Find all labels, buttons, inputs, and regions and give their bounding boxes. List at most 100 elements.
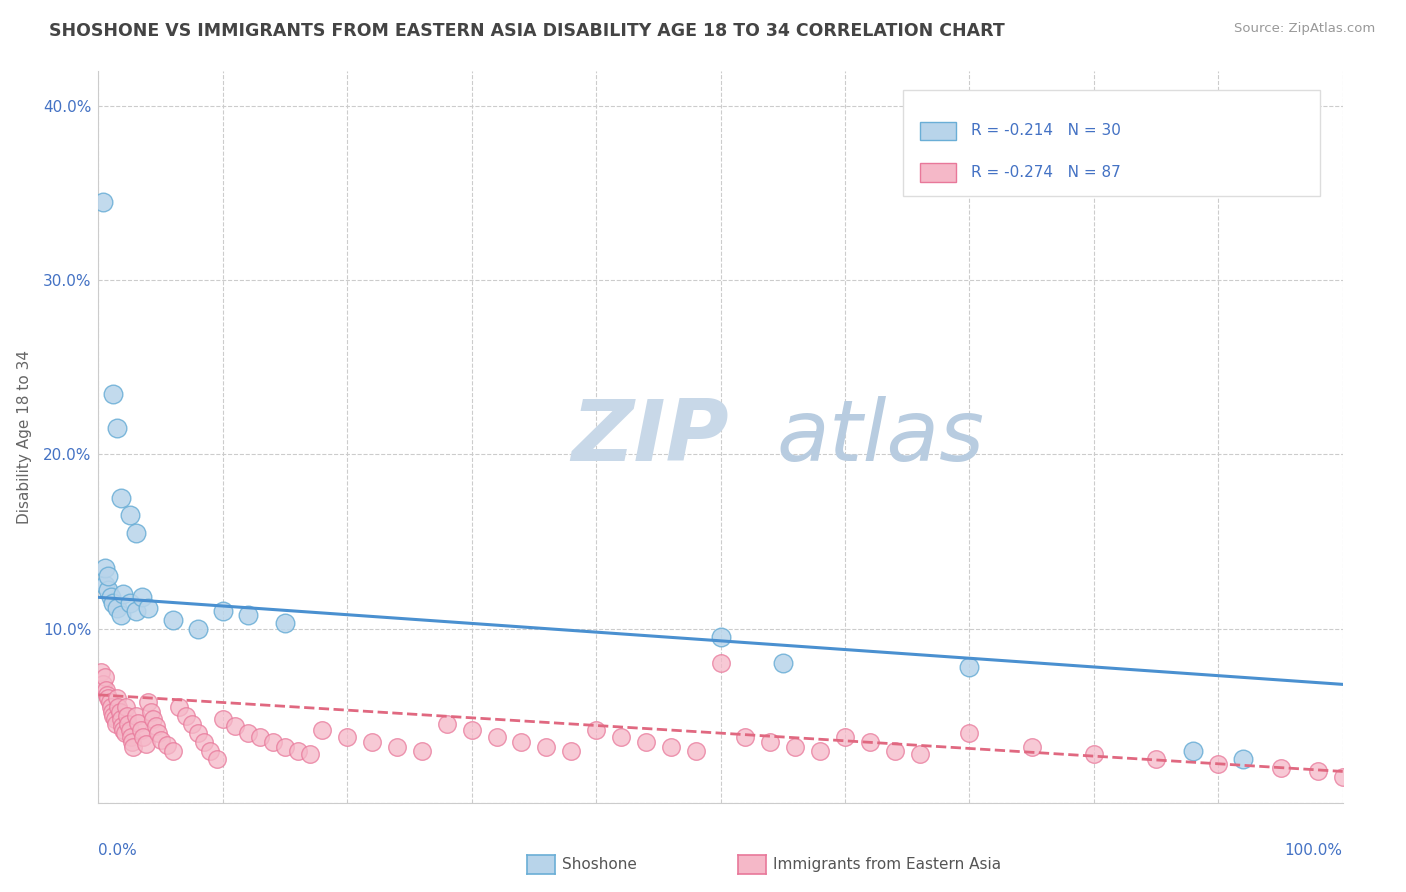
Point	[759, 735, 782, 749]
Point	[93, 578, 115, 592]
Point	[120, 730, 142, 744]
Point	[97, 583, 120, 598]
Point	[236, 607, 259, 622]
Point	[710, 657, 733, 671]
Text: 0.0%: 0.0%	[98, 843, 138, 858]
Point	[436, 717, 458, 731]
Point	[808, 743, 831, 757]
Point	[460, 723, 484, 737]
Point	[834, 730, 856, 744]
Point	[136, 600, 159, 615]
Point	[298, 747, 321, 761]
Text: Immigrants from Eastern Asia: Immigrants from Eastern Asia	[773, 857, 1001, 871]
Text: 100.0%: 100.0%	[1285, 843, 1343, 858]
Point	[193, 735, 215, 749]
Point	[114, 700, 136, 714]
Point	[146, 726, 169, 740]
Point	[114, 726, 136, 740]
Point	[111, 719, 134, 733]
Text: ZIP: ZIP	[571, 395, 728, 479]
Point	[101, 705, 124, 719]
Point	[112, 587, 135, 601]
Point	[859, 735, 882, 749]
Point	[536, 740, 558, 755]
Point	[93, 194, 115, 209]
Point	[734, 730, 756, 744]
Point	[274, 616, 297, 631]
Point	[685, 743, 707, 757]
Point	[118, 508, 141, 523]
Point	[560, 743, 582, 757]
Point	[110, 712, 132, 726]
Point	[110, 607, 132, 622]
Point	[103, 595, 125, 609]
Point	[131, 591, 153, 605]
Point	[129, 723, 152, 737]
Point	[174, 708, 197, 723]
Point	[336, 730, 359, 744]
Point	[262, 735, 284, 749]
Point	[659, 740, 682, 755]
Point	[118, 595, 141, 609]
Point	[162, 743, 184, 757]
Point	[1331, 770, 1354, 784]
Point	[1206, 757, 1229, 772]
Point	[187, 622, 209, 636]
Point	[125, 604, 148, 618]
Point	[97, 691, 120, 706]
Point	[180, 717, 202, 731]
Point	[908, 747, 931, 761]
Point	[187, 726, 209, 740]
Point	[883, 743, 905, 757]
Point	[249, 730, 271, 744]
Point	[139, 705, 162, 719]
Point	[959, 726, 981, 740]
Point	[1021, 740, 1043, 755]
Point	[115, 708, 138, 723]
Y-axis label: Disability Age 18 to 34: Disability Age 18 to 34	[17, 350, 32, 524]
Point	[634, 735, 657, 749]
Point	[510, 735, 533, 749]
Text: R = -0.274   N = 87: R = -0.274 N = 87	[972, 165, 1121, 180]
Text: R = -0.214   N = 30: R = -0.214 N = 30	[972, 123, 1121, 138]
Point	[485, 730, 508, 744]
Point	[224, 719, 246, 733]
Point	[105, 600, 128, 615]
FancyBboxPatch shape	[904, 90, 1320, 195]
Point	[110, 491, 132, 505]
Point	[162, 613, 184, 627]
Point	[93, 560, 115, 574]
Point	[385, 740, 408, 755]
Point	[94, 682, 117, 697]
Point	[125, 708, 148, 723]
Text: atlas: atlas	[776, 395, 984, 479]
Text: SHOSHONE VS IMMIGRANTS FROM EASTERN ASIA DISABILITY AGE 18 TO 34 CORRELATION CHA: SHOSHONE VS IMMIGRANTS FROM EASTERN ASIA…	[49, 22, 1005, 40]
Point	[1306, 764, 1329, 779]
Point	[100, 700, 122, 714]
Point	[1270, 761, 1292, 775]
Point	[96, 688, 118, 702]
Point	[585, 723, 607, 737]
Point	[118, 723, 141, 737]
Point	[205, 752, 228, 766]
Text: Source: ZipAtlas.com: Source: ZipAtlas.com	[1234, 22, 1375, 36]
Point	[149, 733, 172, 747]
Point	[169, 700, 191, 714]
Point	[105, 691, 128, 706]
Point	[132, 730, 155, 744]
Point	[97, 569, 120, 583]
Point	[98, 695, 121, 709]
Point	[104, 717, 127, 731]
Point	[104, 712, 127, 726]
Point	[135, 737, 157, 751]
Point	[156, 739, 179, 753]
Point	[108, 705, 131, 719]
Point	[117, 717, 139, 731]
Point	[100, 591, 122, 605]
Point	[287, 743, 309, 757]
Point	[311, 723, 333, 737]
Point	[127, 715, 149, 730]
Point	[145, 719, 167, 733]
Point	[93, 670, 115, 684]
Bar	[920, 163, 956, 182]
